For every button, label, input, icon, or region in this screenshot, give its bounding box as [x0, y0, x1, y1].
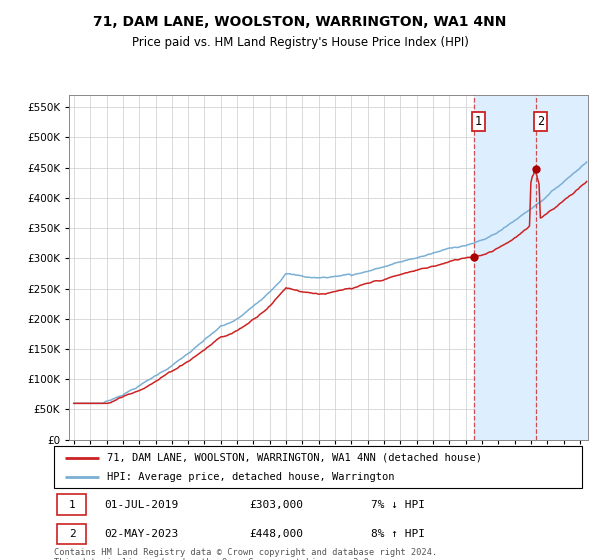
- Bar: [474, 95, 536, 440]
- Text: 1: 1: [475, 115, 482, 128]
- Text: 1: 1: [69, 500, 76, 510]
- Text: £448,000: £448,000: [250, 529, 304, 539]
- FancyBboxPatch shape: [56, 494, 86, 515]
- Text: 01-JUL-2019: 01-JUL-2019: [104, 500, 178, 510]
- Text: 71, DAM LANE, WOOLSTON, WARRINGTON, WA1 4NN: 71, DAM LANE, WOOLSTON, WARRINGTON, WA1 …: [94, 15, 506, 29]
- Bar: [536, 95, 588, 440]
- FancyBboxPatch shape: [54, 446, 582, 488]
- Text: 2: 2: [69, 529, 76, 539]
- Text: 71, DAM LANE, WOOLSTON, WARRINGTON, WA1 4NN (detached house): 71, DAM LANE, WOOLSTON, WARRINGTON, WA1 …: [107, 452, 482, 463]
- Text: 2: 2: [537, 115, 544, 128]
- Text: 8% ↑ HPI: 8% ↑ HPI: [371, 529, 425, 539]
- Text: 7% ↓ HPI: 7% ↓ HPI: [371, 500, 425, 510]
- Text: Contains HM Land Registry data © Crown copyright and database right 2024.
This d: Contains HM Land Registry data © Crown c…: [54, 548, 437, 560]
- Text: Price paid vs. HM Land Registry's House Price Index (HPI): Price paid vs. HM Land Registry's House …: [131, 36, 469, 49]
- Bar: [536, 95, 588, 440]
- Text: HPI: Average price, detached house, Warrington: HPI: Average price, detached house, Warr…: [107, 472, 394, 482]
- Text: £303,000: £303,000: [250, 500, 304, 510]
- Text: 02-MAY-2023: 02-MAY-2023: [104, 529, 178, 539]
- FancyBboxPatch shape: [56, 524, 86, 544]
